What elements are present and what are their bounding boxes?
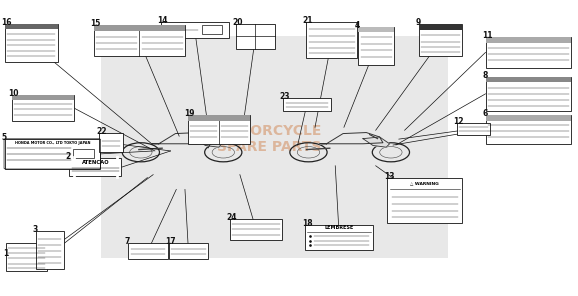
Bar [230, 219, 282, 240]
Bar [169, 243, 208, 259]
Text: 12: 12 [453, 117, 464, 126]
Text: 2: 2 [65, 152, 71, 161]
Text: 9: 9 [416, 18, 421, 27]
Text: ATENCAO: ATENCAO [81, 160, 109, 165]
Text: 14: 14 [157, 16, 168, 25]
Text: 19: 19 [184, 110, 195, 118]
Bar [6, 243, 47, 271]
Polygon shape [320, 133, 383, 144]
Bar [486, 37, 571, 68]
Bar [387, 178, 462, 223]
Bar [161, 22, 229, 38]
Text: MOTORCYCLE
SPARE PARTS: MOTORCYCLE SPARE PARTS [216, 124, 322, 154]
Bar [419, 24, 462, 56]
Text: 16: 16 [1, 18, 12, 27]
Bar [94, 25, 185, 31]
Bar [486, 115, 571, 120]
Text: 1: 1 [3, 250, 9, 258]
Text: 17: 17 [165, 237, 176, 246]
Polygon shape [152, 133, 215, 144]
Bar [128, 243, 168, 259]
Text: 23: 23 [280, 92, 290, 101]
Bar [5, 24, 58, 29]
Bar [12, 95, 74, 121]
Bar [99, 133, 123, 152]
Text: 7: 7 [125, 237, 130, 246]
Bar [188, 115, 250, 121]
Text: 4: 4 [355, 21, 360, 30]
Bar [94, 25, 185, 56]
Bar [486, 77, 571, 111]
Text: 5: 5 [1, 133, 6, 142]
Bar [486, 77, 571, 82]
Text: 20: 20 [232, 18, 243, 27]
Bar [358, 27, 394, 65]
Bar [73, 149, 94, 158]
Bar [486, 37, 571, 43]
Text: 13: 13 [384, 172, 394, 181]
Bar [101, 36, 448, 258]
Bar [457, 123, 490, 135]
Bar [5, 139, 100, 169]
Bar [236, 24, 275, 49]
Text: 3: 3 [32, 225, 38, 234]
Bar [358, 27, 394, 32]
Text: 24: 24 [227, 213, 237, 222]
Bar [305, 225, 373, 250]
Bar [188, 115, 250, 144]
Polygon shape [363, 137, 390, 147]
Text: HONDA MOTOR CO., LTD TOKYO JAPAN: HONDA MOTOR CO., LTD TOKYO JAPAN [14, 141, 90, 145]
Text: 22: 22 [96, 127, 106, 136]
Bar [486, 115, 571, 144]
Text: LEMBRESE: LEMBRESE [325, 226, 354, 231]
Bar [36, 231, 64, 269]
Text: 10: 10 [8, 89, 18, 98]
Bar [306, 22, 357, 58]
Text: 18: 18 [302, 219, 312, 228]
Bar [202, 25, 222, 33]
Polygon shape [195, 137, 222, 147]
Text: 11: 11 [482, 31, 492, 40]
Bar [12, 95, 74, 99]
Text: 21: 21 [303, 16, 313, 25]
Text: 8: 8 [482, 71, 487, 80]
Text: 6: 6 [482, 110, 487, 118]
Bar [69, 158, 121, 176]
Text: △ WARNING: △ WARNING [410, 181, 439, 185]
Text: 15: 15 [90, 19, 101, 28]
Bar [283, 98, 331, 111]
Bar [419, 24, 462, 30]
Bar [5, 24, 58, 62]
